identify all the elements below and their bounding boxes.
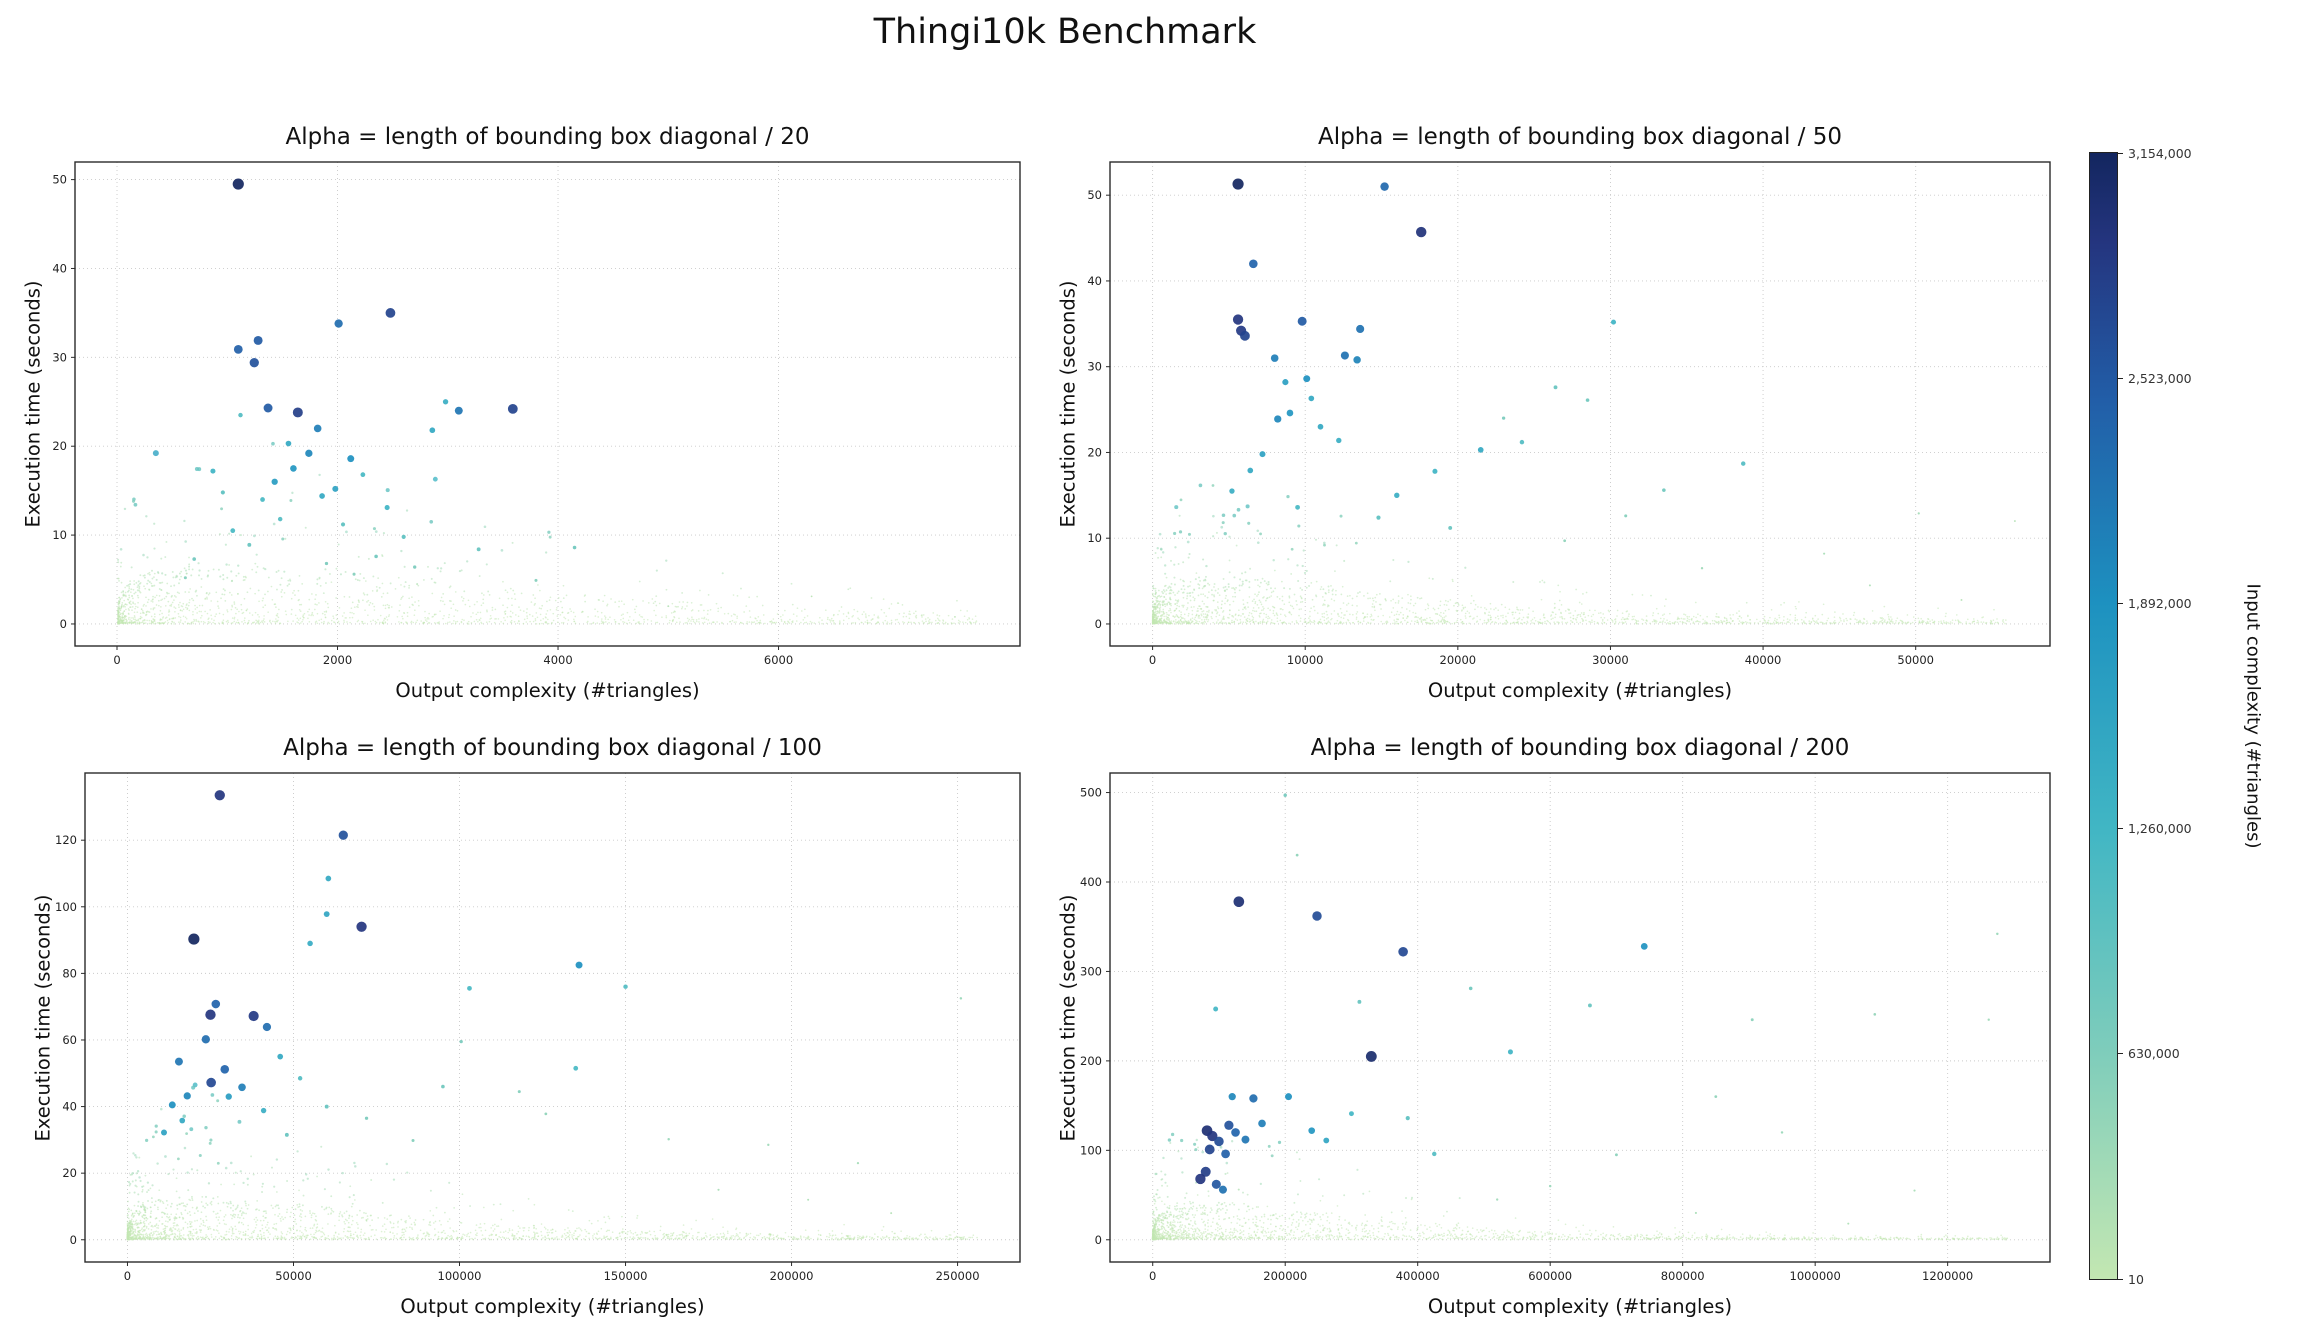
subplot-title: Alpha = length of bounding box diagonal …: [1317, 124, 1843, 150]
svg-text:30: 30: [1087, 360, 1102, 374]
subplot-alpha-20: Alpha = length of bounding box diagonal …: [22, 124, 1021, 702]
plot-frame: [74, 161, 1021, 647]
svg-text:0: 0: [1095, 617, 1102, 631]
svg-text:50000: 50000: [1897, 653, 1934, 667]
svg-text:10: 10: [1087, 531, 1102, 545]
gridlines: [85, 773, 1020, 1262]
axis-ticks: [71, 179, 780, 650]
colorbar: 3,154,000 2,523,000 1,892,000 1,260,000 630,…: [2089, 146, 2192, 1287]
scatter-featured-points: [183, 178, 956, 618]
svg-text:0: 0: [1149, 653, 1156, 667]
scatter-featured-points: [160, 790, 963, 1215]
subplot-title: Alpha = length of bounding box diagonal …: [283, 735, 822, 761]
scatter-featured-points: [1195, 793, 1999, 1225]
axis-ticks: [1106, 194, 1917, 650]
gridlines: [1110, 773, 2050, 1262]
svg-text:30: 30: [52, 350, 67, 364]
svg-text:10000: 10000: [1287, 653, 1324, 667]
subplot-alpha-50: Alpha = length of bounding box diagonal …: [1057, 124, 2051, 702]
svg-text:4000: 4000: [543, 653, 572, 667]
svg-text:20000: 20000: [1440, 653, 1477, 667]
svg-text:10: 10: [52, 528, 67, 542]
gridlines: [75, 162, 1020, 646]
svg-text:30000: 30000: [1592, 653, 1629, 667]
svg-text:0: 0: [113, 653, 120, 667]
axis-tick-labels: 0 2000 4000 6000 0 10 20 30 40 50: [52, 173, 793, 667]
plot-frame: [1109, 161, 2051, 647]
svg-text:40: 40: [52, 261, 67, 275]
scatter-plot-area: 0 2000 4000 6000 0 10 20 30 40 50: [52, 161, 1021, 667]
figure-title: Thingi10k Benchmark: [873, 12, 1257, 52]
axis-tick-labels: 0 200000 400000 600000 800000 1000000 12000000…: [1080, 786, 1973, 1283]
subplot-title: Alpha = length of bounding box diagonal …: [285, 124, 810, 150]
scatter-featured-points: [1229, 178, 2016, 601]
x-axis-label: Output complexity (#triangles): [1427, 679, 1733, 702]
svg-text:20: 20: [52, 439, 67, 453]
scatter-cloud-points: [1151, 1132, 2008, 1241]
y-axis-label: Execution time (seconds): [1056, 893, 1080, 1142]
gridlines: [1110, 162, 2050, 646]
x-axis-label: Output complexity (#triangles): [400, 1295, 705, 1318]
scatter-cloud-points: [126, 1082, 978, 1241]
svg-text:2000: 2000: [323, 653, 352, 667]
scatter-plot-area: 0 50000 100000 150000 200000 2500000204060801…: [55, 772, 1021, 1283]
svg-text:40: 40: [1087, 274, 1102, 288]
axis-tick-labels: 0 50000 100000 150000 200000 2500000204060801…: [55, 833, 979, 1283]
y-axis-label: Execution time (seconds): [21, 280, 45, 528]
plot-frame: [1109, 772, 2051, 1263]
svg-text:50: 50: [1087, 188, 1102, 202]
svg-text:6000: 6000: [764, 653, 793, 667]
svg-text:50: 50: [52, 173, 67, 187]
axis-ticks: [1106, 792, 1949, 1266]
subplot-alpha-200: Alpha = length of bounding box diagonal …: [1057, 735, 2051, 1318]
axis-ticks: [81, 839, 959, 1266]
scatter-cloud-points: [117, 441, 978, 625]
x-axis-label: Output complexity (#triangles): [1427, 1295, 1733, 1318]
svg-text:40000: 40000: [1745, 653, 1782, 667]
y-axis-label: Execution time (seconds): [31, 893, 55, 1142]
subplot-title: Alpha = length of bounding box diagonal …: [1310, 735, 1850, 761]
subplot-alpha-100: Alpha = length of bounding box diagonal …: [32, 735, 1021, 1318]
plot-frame: [84, 772, 1021, 1263]
scatter-plot-area: 0 10000 20000 30000 40000 50000 0 10 20 30 40 50: [1087, 161, 2051, 667]
y-axis-label: Execution time (seconds): [1056, 280, 1080, 528]
svg-text:20: 20: [1087, 445, 1102, 459]
scatter-cloud-points: [1151, 483, 2007, 625]
svg-text:0: 0: [60, 617, 67, 631]
axis-tick-labels: 0 10000 20000 30000 40000 50000 0 10 20 30 40 50: [1087, 188, 1934, 667]
x-axis-label: Output complexity (#triangles): [395, 679, 700, 702]
colorbar-label: Input complexity (#triangles): [2242, 583, 2264, 849]
scatter-plot-area: 0 200000 400000 600000 800000 1000000 12000000…: [1080, 772, 2051, 1283]
